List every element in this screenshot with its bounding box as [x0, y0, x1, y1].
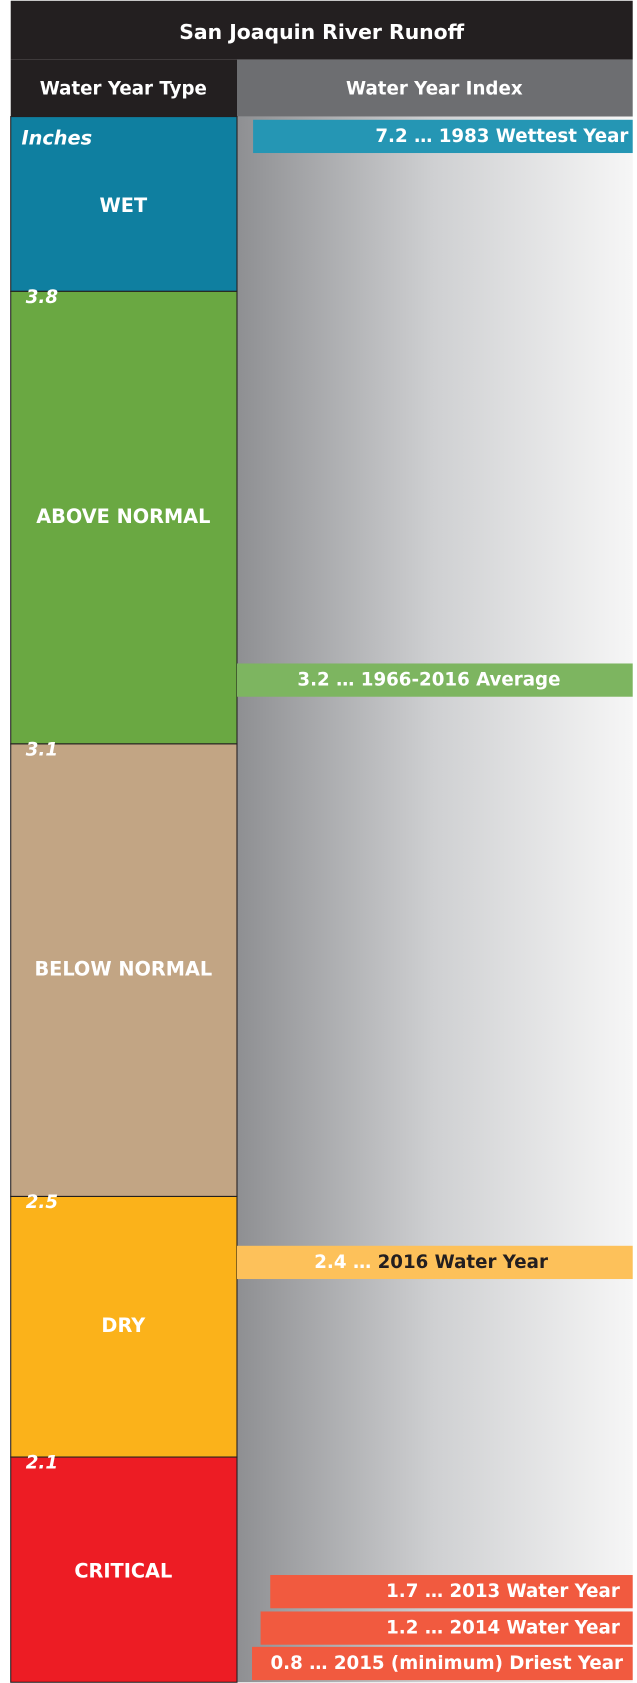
marker-text: 1.2 … 2014 Water Year	[386, 1618, 620, 1639]
type-label: WET	[100, 194, 148, 217]
marker-value: 1.2	[386, 1618, 418, 1639]
threshold-label: 2.5	[26, 1192, 58, 1213]
marker-value: 2.4	[314, 1252, 346, 1273]
type-band	[10, 1195, 238, 1458]
separator: …	[336, 670, 354, 691]
marker-label: 2015 (minimum) Driest Year	[334, 1653, 623, 1674]
marker-value: 7.2	[375, 126, 407, 147]
marker-bar	[260, 1611, 633, 1645]
type-label: ABOVE NORMAL	[36, 505, 210, 528]
separator: …	[425, 1618, 443, 1639]
marker-bar	[270, 1575, 633, 1609]
type-label: DRY	[101, 1314, 146, 1337]
marker-label: 1966-2016 Average	[361, 670, 561, 691]
marker-text: 3.2 … 1966-2016 Average	[297, 670, 560, 691]
unit-label: Inches	[21, 127, 92, 150]
threshold-label: 2.1	[26, 1452, 58, 1473]
title: San Joaquin River Runoff	[179, 20, 464, 44]
separator: …	[309, 1653, 327, 1674]
header-cell	[236, 59, 633, 117]
marker-label: 2014 Water Year	[449, 1618, 619, 1639]
marker-label: 1983 Wettest Year	[439, 126, 629, 147]
title-bar	[10, 0, 633, 60]
header-cell	[10, 59, 237, 117]
type-band	[10, 743, 238, 1197]
marker-bar	[252, 1646, 633, 1681]
marker-label: 2013 Water Year	[449, 1581, 619, 1602]
index-column	[236, 116, 633, 1683]
marker-value: 0.8	[271, 1653, 303, 1674]
separator: …	[425, 1581, 443, 1602]
marker-text: 1.7 … 2013 Water Year	[386, 1581, 620, 1602]
marker-value: 3.2	[297, 670, 329, 691]
marker-bar	[253, 119, 633, 154]
marker-text: 0.8 … 2015 (minimum) Driest Year	[271, 1653, 624, 1674]
type-band	[10, 290, 238, 745]
marker-label: 2016 Water Year	[378, 1252, 548, 1273]
column-header: Water Year Index	[346, 79, 523, 100]
threshold-label: 3.1	[26, 739, 58, 760]
type-band	[10, 116, 238, 292]
type-band	[10, 1456, 238, 1683]
column-header: Water Year Type	[40, 79, 207, 100]
marker-bar	[236, 1245, 633, 1280]
marker-text: 7.2 … 1983 Wettest Year	[375, 126, 628, 147]
type-label: BELOW NORMAL	[34, 958, 212, 981]
type-label: CRITICAL	[74, 1559, 172, 1582]
threshold-label: 3.8	[26, 287, 59, 308]
marker-value: 1.7	[386, 1581, 418, 1602]
marker-text: 2.4 … 2016 Water Year	[314, 1252, 548, 1273]
separator: …	[353, 1252, 371, 1273]
separator: …	[414, 126, 432, 147]
marker-bar	[236, 663, 633, 697]
